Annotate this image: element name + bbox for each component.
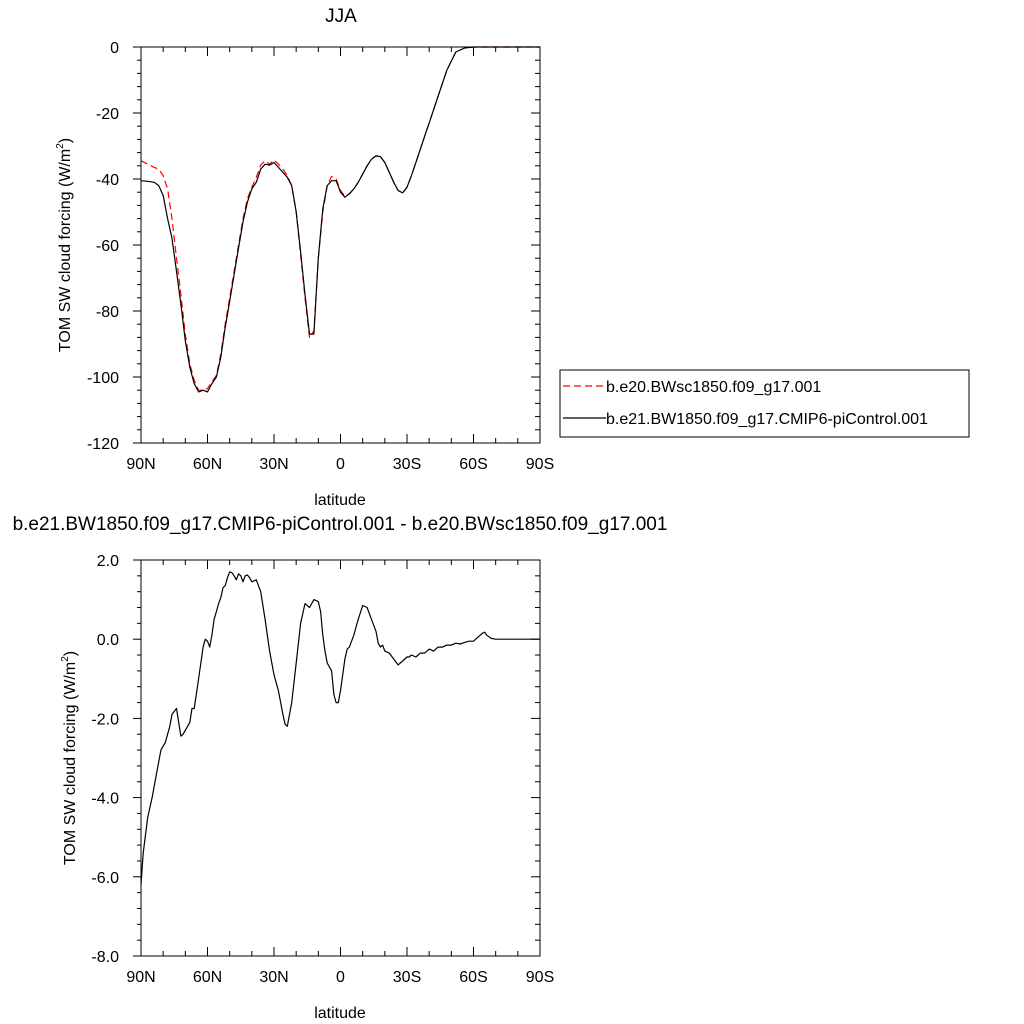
bottom-x-tick-label: 90S bbox=[526, 969, 554, 986]
bottom-x-tick-label: 60S bbox=[459, 969, 487, 986]
top-x-tick-label: 30S bbox=[393, 456, 421, 473]
bottom-chart-title: b.e21.BW1850.f09_g17.CMIP6-piControl.001… bbox=[13, 514, 668, 535]
legend-label-series-2: b.e21.BW1850.f09_g17.CMIP6-piControl.001 bbox=[606, 411, 928, 428]
bottom-y-tick-label: -8.0 bbox=[91, 949, 119, 966]
top-chart-title: JJA bbox=[325, 6, 357, 27]
top-y-tick-label: -60 bbox=[96, 238, 119, 255]
top-y-tick-label: -20 bbox=[96, 106, 119, 123]
top-y-tick-label: -120 bbox=[87, 436, 119, 453]
legend: b.e20.BWsc1850.f09_g17.001 b.e21.BW1850.… bbox=[559, 369, 970, 438]
top-y-axis-label: TOM SW cloud forcing (W/m2) bbox=[55, 138, 74, 352]
bottom-x-tick-label: 90N bbox=[126, 969, 155, 986]
bottom-ticks-group: 90N 60N 30N 0 30S 60S 90S 2.0 0.0 -2.0 -4.0 -6.0 -8.… bbox=[91, 553, 554, 986]
top-y-tick-label: -100 bbox=[87, 370, 119, 387]
bottom-y-tick-label: 2.0 bbox=[97, 553, 119, 570]
top-x-tick-label: 60S bbox=[459, 456, 487, 473]
legend-label-series-1: b.e20.BWsc1850.f09_g17.001 bbox=[606, 379, 821, 396]
top-x-tick-label: 60N bbox=[193, 456, 222, 473]
bottom-y-tick-label: -6.0 bbox=[91, 870, 119, 887]
top-x-tick-label: 90N bbox=[126, 456, 155, 473]
top-y-tick-label: -40 bbox=[96, 172, 119, 189]
top-x-axis-label: latitude bbox=[314, 492, 366, 509]
bottom-x-tick-label: 30N bbox=[259, 969, 288, 986]
top-series-group bbox=[140, 46, 540, 393]
bottom-panel: b.e21.BW1850.f09_g17.CMIP6-piControl.001… bbox=[13, 514, 668, 1022]
top-series-line-2 bbox=[140, 46, 540, 393]
legend-box bbox=[559, 369, 970, 438]
bottom-y-tick-label: -2.0 bbox=[91, 711, 119, 728]
top-y-tick-label: -80 bbox=[96, 304, 119, 321]
bottom-y-tick-label: 0.0 bbox=[97, 632, 119, 649]
bottom-y-tick-label: -4.0 bbox=[91, 791, 119, 808]
top-panel: JJA 90N 60N 30N 0 30S 60S 90S 0 -20 -40 -60 -80 -100… bbox=[55, 6, 970, 509]
top-x-tick-label: 90S bbox=[526, 456, 554, 473]
bottom-series-line-1 bbox=[140, 571, 540, 885]
bottom-x-axis-label: latitude bbox=[314, 1005, 366, 1022]
top-x-tick-label: 30N bbox=[259, 456, 288, 473]
top-y-tick-label: 0 bbox=[110, 40, 119, 57]
bottom-x-tick-label: 0 bbox=[336, 969, 345, 986]
bottom-plot-frame bbox=[140, 559, 541, 957]
top-ticks-group: 90N 60N 30N 0 30S 60S 90S 0 -20 -40 -60 -80 -100 -120 bbox=[87, 40, 554, 473]
bottom-x-tick-label: 60N bbox=[193, 969, 222, 986]
top-plot-frame bbox=[140, 46, 541, 444]
bottom-series-group bbox=[140, 571, 540, 885]
top-series-line-1 bbox=[140, 46, 540, 391]
bottom-x-tick-label: 30S bbox=[393, 969, 421, 986]
top-x-tick-label: 0 bbox=[336, 456, 345, 473]
bottom-y-axis-label: TOM SW cloud forcing (W/m2) bbox=[60, 651, 79, 865]
